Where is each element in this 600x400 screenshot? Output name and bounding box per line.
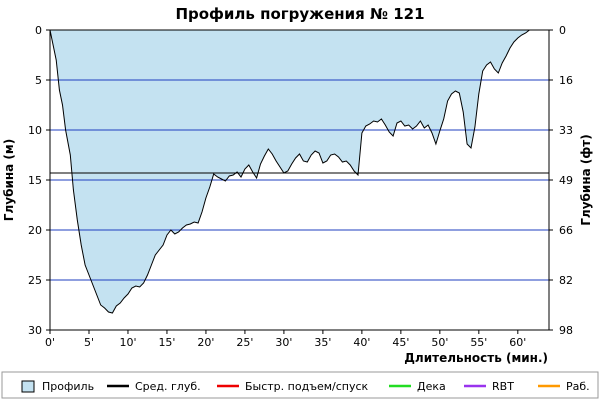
x-tick-label: 20' (197, 336, 214, 349)
legend-item: Быстр. подъем/спуск (217, 380, 369, 393)
y-axis-left: 0 5 10 15 20 25 30 (28, 24, 50, 337)
legend-swatch (21, 380, 35, 393)
legend-label: Сред. глуб. (135, 380, 201, 393)
y-right-tick-label: 33 (559, 124, 573, 137)
x-tick-label: 10' (119, 336, 136, 349)
x-tick-label: 25' (236, 336, 253, 349)
legend-item: Раб. (538, 380, 590, 393)
legend-item: Дека (389, 380, 446, 393)
legend-label: RBT (492, 380, 514, 393)
y-right-tick-label: 49 (559, 174, 573, 187)
x-tick-label: 40' (353, 336, 370, 349)
y-right-tick-label: 98 (559, 324, 573, 337)
legend: Профиль Сред. глуб. Быстр. подъем/спуск Дек… (1, 371, 599, 399)
y-left-tick-label: 30 (28, 324, 42, 337)
y-right-tick-label: 66 (559, 224, 573, 237)
legend-label: Дека (417, 380, 446, 393)
y-axis-right: 0 16 33 49 66 82 98 (549, 24, 573, 337)
x-axis-title: Длительность (мин.) (404, 351, 548, 365)
legend-item: Профиль (21, 380, 94, 393)
y-right-tick-label: 16 (559, 74, 573, 87)
plot-area (49, 29, 550, 331)
legend-item: RBT (464, 380, 514, 393)
legend-frame (1, 371, 599, 399)
x-tick-label: 0' (45, 336, 55, 349)
y-left-tick-label: 20 (28, 224, 42, 237)
x-tick-label: 60' (509, 336, 526, 349)
chart-title: Профиль погружения № 121 (175, 5, 424, 23)
x-axis: 0' 5' 10' 15' 20' 25' 30' 35' 40' 45' 50' 55' 60' (45, 330, 526, 349)
y-right-tick-label: 82 (559, 274, 573, 287)
x-tick-label: 5' (84, 336, 94, 349)
y-left-tick-label: 10 (28, 124, 42, 137)
x-tick-label: 45' (392, 336, 409, 349)
y-left-tick-label: 25 (28, 274, 42, 287)
x-tick-label: 30' (275, 336, 292, 349)
y-axis-left-title: Глубина (м) (2, 139, 16, 221)
profile-area (50, 30, 530, 313)
y-left-tick-label: 0 (35, 24, 42, 37)
x-tick-label: 50' (431, 336, 448, 349)
legend-label: Раб. (566, 380, 590, 393)
x-tick-label: 55' (470, 336, 487, 349)
legend-item: Сред. глуб. (107, 380, 201, 393)
y-left-tick-label: 5 (35, 74, 42, 87)
y-axis-right-title: Глубина (фт) (579, 134, 593, 225)
x-tick-label: 15' (158, 336, 175, 349)
legend-label: Быстр. подъем/спуск (245, 380, 369, 393)
x-tick-label: 35' (314, 336, 331, 349)
y-right-tick-label: 0 (559, 24, 566, 37)
profile-line (49, 29, 530, 314)
y-left-tick-label: 15 (28, 174, 42, 187)
legend-label: Профиль (42, 380, 94, 393)
